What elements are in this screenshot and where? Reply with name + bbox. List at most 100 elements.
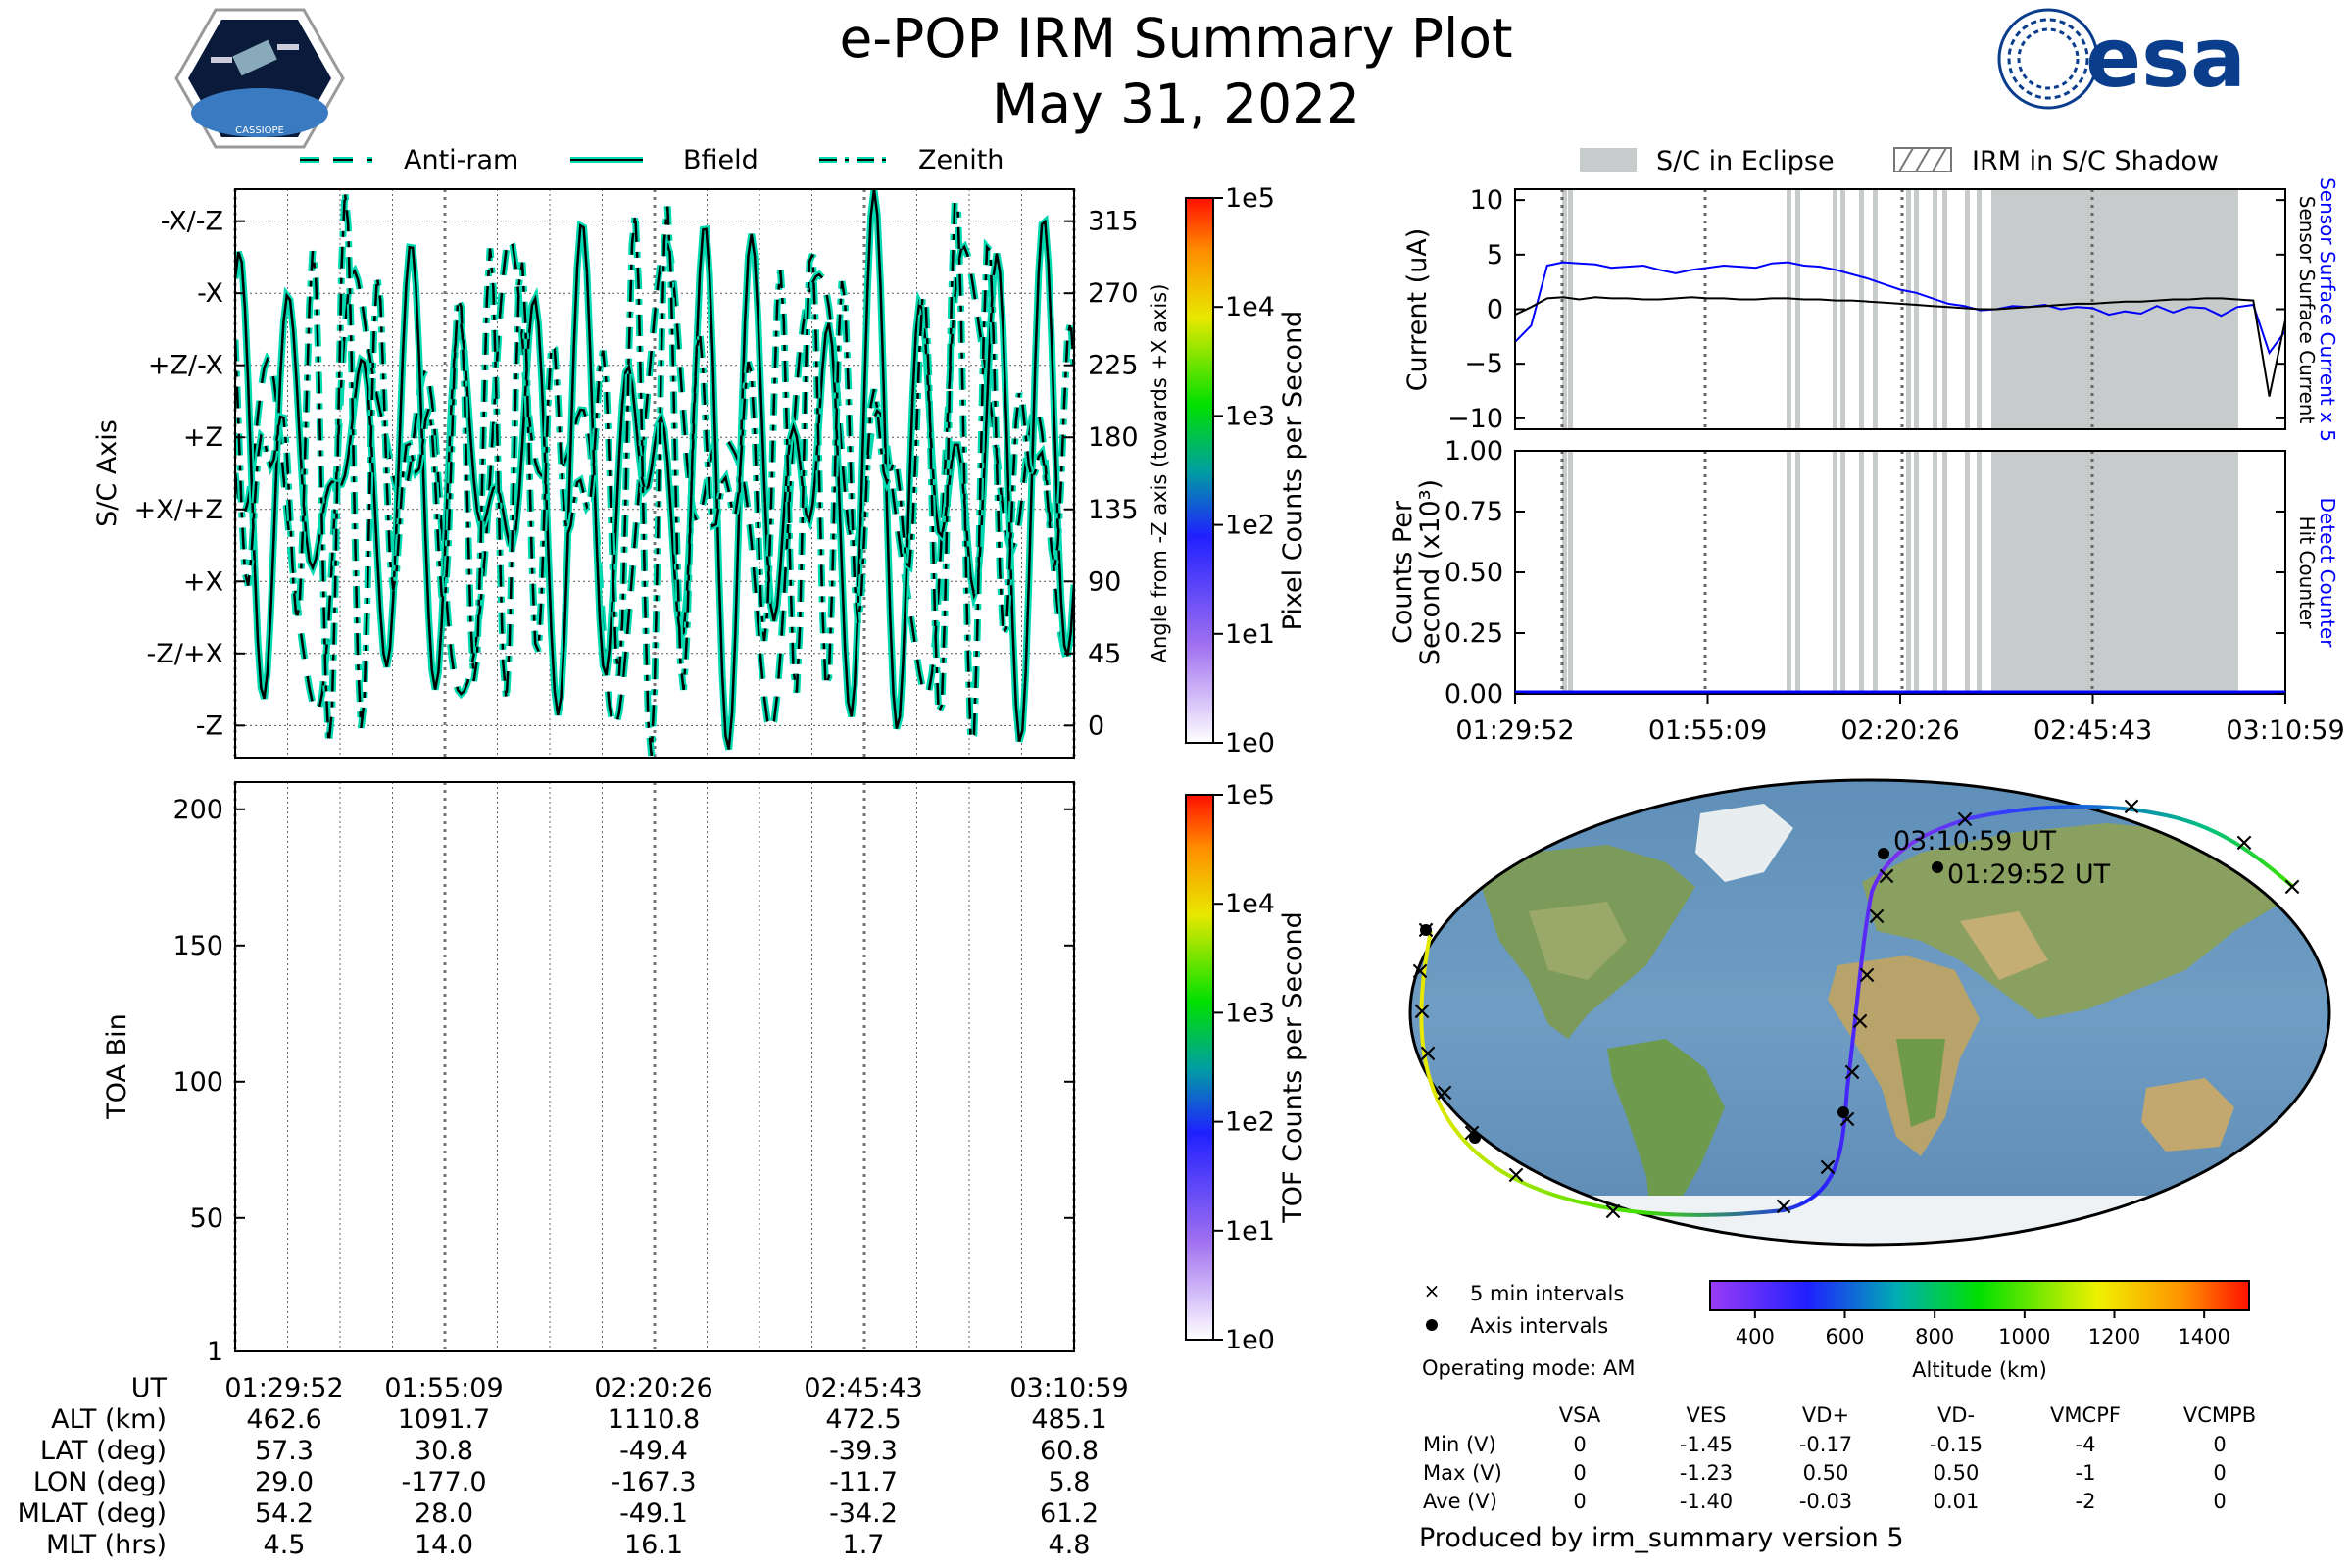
colorbar-tick-label: 1e2 xyxy=(1225,511,1275,541)
altitude-tick-label: 1400 xyxy=(2178,1325,2230,1348)
track-legend: × 5 min intervals Axis intervals Operati… xyxy=(1422,1279,1635,1380)
ground-track-line xyxy=(1419,805,2295,1217)
counts-panel: 1.00 0.75 0.50 0.25 0.00 01:29:52 01:55:09 02:2… xyxy=(1388,436,2345,746)
eclipse-band xyxy=(1873,451,1878,694)
orbit-row-label: MLT (hrs) xyxy=(46,1530,167,1560)
orbit-cell: 60.8 xyxy=(1040,1436,1099,1466)
eclipse-band xyxy=(1933,189,1937,429)
voltage-header: VSA xyxy=(1559,1403,1601,1427)
voltage-cell: -0.17 xyxy=(1799,1433,1852,1456)
sc-angle-label: Angle from -Z axis (towards +X axis) xyxy=(1148,284,1171,663)
toa-ytick-label: 200 xyxy=(172,795,223,825)
altitude-tick-label: 800 xyxy=(1915,1325,1954,1348)
five-min-marker: × xyxy=(2121,792,2142,821)
five-min-marker: × xyxy=(1866,902,1887,931)
orbit-cell: 28.0 xyxy=(415,1498,473,1529)
eclipse-band xyxy=(1977,451,1982,694)
orbit-cell: -39.3 xyxy=(829,1436,898,1466)
five-min-marker: × xyxy=(1817,1152,1838,1182)
orbit-row-label: LAT (deg) xyxy=(40,1436,167,1466)
altitude-colorbar: 400 600 800 1000 1200 1400 Altitude (km) xyxy=(1709,1280,2250,1382)
current-ytick-label: 10 xyxy=(1470,185,1503,216)
orbit-row-label: UT xyxy=(131,1373,168,1403)
track-start-label: 01:29:52 UT xyxy=(1947,859,2111,890)
toa-panel: 200 150 100 50 1 TOA Bin xyxy=(102,781,1076,1367)
legend-bfield: Bfield xyxy=(683,145,759,175)
counts-axis-label: Counts Per xyxy=(1388,500,1418,644)
track-markers: ×××××××××××××××××××× xyxy=(1409,792,2303,1226)
toa-ytick-label: 150 xyxy=(172,931,223,961)
colorbar-tick-label: 1e2 xyxy=(1225,1107,1275,1138)
five-min-legend-label: 5 min intervals xyxy=(1470,1282,1624,1305)
toa-ytick-label: 1 xyxy=(207,1337,223,1367)
orbit-cell: 4.5 xyxy=(264,1530,306,1560)
counts-right-label-black: Hit Counter xyxy=(2295,516,2319,629)
orbit-cell: 61.2 xyxy=(1040,1498,1099,1529)
orbit-cell: 03:10:59 xyxy=(1009,1373,1128,1403)
axis-interval-marker xyxy=(1469,1132,1481,1144)
sc-angle-tick-label: 135 xyxy=(1088,495,1139,525)
orbit-cell: 54.2 xyxy=(255,1498,314,1529)
eclipse-band xyxy=(1840,189,1845,429)
sc-ytick-label: -Z/+X xyxy=(147,639,223,669)
orbit-row-label: MLAT (deg) xyxy=(18,1498,167,1529)
eclipse-band xyxy=(2002,451,2007,694)
esa-logo: esa xyxy=(1997,8,2246,110)
toa-ytick-label: 100 xyxy=(172,1067,223,1098)
counts-xtick-label: 01:55:09 xyxy=(1648,715,1767,746)
five-min-marker: × xyxy=(1876,861,1897,891)
sc-trace-anti-ram xyxy=(235,235,1074,734)
esa-logo-text: esa xyxy=(2085,10,2246,106)
colorbar-tick-label: 1e0 xyxy=(1225,1325,1275,1355)
current-ytick-label: −5 xyxy=(1464,349,1503,379)
tof-colorbar-label: TOF Counts per Second xyxy=(1278,911,1308,1224)
orbit-cell: 4.8 xyxy=(1049,1530,1091,1560)
toa-ytick-label: 50 xyxy=(190,1203,223,1234)
colorbar-tick-label: 1e4 xyxy=(1225,292,1275,322)
five-min-marker: × xyxy=(1602,1197,1624,1226)
current-panel: 10 5 0 −5 −10 Current (uA) Sensor Surface Cu… xyxy=(1402,177,2339,442)
cassiope-logo: CASSIOPE xyxy=(174,8,345,149)
eclipse-band xyxy=(1942,189,1947,429)
orbit-cell: -34.2 xyxy=(829,1498,898,1529)
orbit-cell: 1110.8 xyxy=(608,1404,700,1435)
sc-angle-tick-label: 225 xyxy=(1088,351,1139,381)
eclipse-band xyxy=(2010,451,2015,694)
eclipse-band xyxy=(1795,451,1800,694)
axis-interval-marker xyxy=(1420,924,1432,936)
orbit-cell: 485.1 xyxy=(1031,1404,1106,1435)
altitude-tick-label: 1000 xyxy=(1998,1325,2050,1348)
eclipse-band xyxy=(1991,451,2238,694)
voltage-cell: -1.23 xyxy=(1680,1461,1733,1485)
sc-trace-zenith xyxy=(235,191,1074,757)
sc-angle-tick-label: 90 xyxy=(1088,566,1121,597)
voltage-cell: 0.01 xyxy=(1934,1490,1980,1513)
voltage-cell: 0.50 xyxy=(1803,1461,1849,1485)
toa-axis-label: TOA Bin xyxy=(102,1013,132,1119)
cassiope-logo-text: CASSIOPE xyxy=(235,125,284,136)
orbit-row-label: LON (deg) xyxy=(33,1467,167,1497)
page-date: May 31, 2022 xyxy=(992,73,1360,135)
voltage-cell: 0 xyxy=(1573,1433,1586,1456)
axis-interval-marker xyxy=(1838,1106,1849,1118)
altitude-tick-label: 1200 xyxy=(2088,1325,2140,1348)
voltage-cell: -0.03 xyxy=(1799,1490,1852,1513)
eclipse-band xyxy=(2010,189,2015,429)
legend-eclipse: S/C in Eclipse xyxy=(1656,146,1835,176)
orbit-cell: 1091.7 xyxy=(398,1404,490,1435)
current-ytick-label: 5 xyxy=(1487,240,1503,270)
eclipse-band xyxy=(1906,451,1911,694)
eclipse-band xyxy=(1914,189,1919,429)
colorbar-tick-label: 1e4 xyxy=(1225,889,1275,919)
counts-axis-label-2: Second (x10³) xyxy=(1415,479,1446,665)
voltage-cell: -4 xyxy=(2076,1433,2096,1456)
colorbar-tick-label: 1e0 xyxy=(1225,728,1275,759)
colorbar-tick-label: 1e3 xyxy=(1225,998,1275,1028)
orbit-cell: 01:55:09 xyxy=(384,1373,503,1403)
voltage-cell: 0 xyxy=(2213,1461,2226,1485)
orbit-cell: 02:45:43 xyxy=(804,1373,922,1403)
altitude-colorbar-label: Altitude (km) xyxy=(1912,1358,2047,1382)
orbit-cell: -49.1 xyxy=(619,1498,688,1529)
current-ytick-label: 0 xyxy=(1487,295,1503,325)
